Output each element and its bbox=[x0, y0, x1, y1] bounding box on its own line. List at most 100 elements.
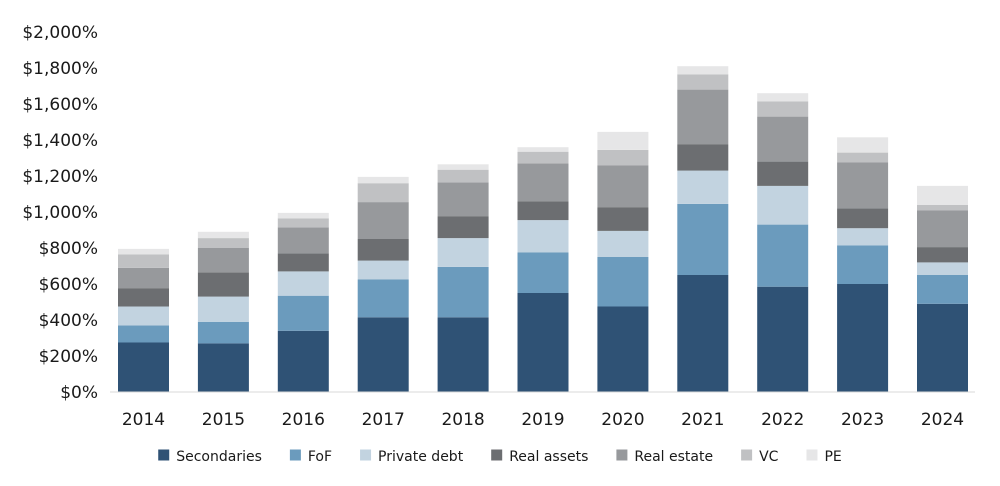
bar-segment-real-estate bbox=[597, 165, 649, 208]
legend-label: VC bbox=[759, 449, 779, 465]
bar-segment-private-debt bbox=[677, 170, 729, 204]
bar-segment-vc bbox=[597, 149, 649, 166]
bar-segment-vc bbox=[837, 152, 889, 163]
legend-label: Secondaries bbox=[176, 449, 262, 465]
bar-segment-real-estate bbox=[837, 162, 889, 209]
bar-segment-secondaries bbox=[118, 342, 169, 392]
y-axis: $0% $200% $400% $600% $800% $1,000% $1,200% $1,… bbox=[22, 23, 98, 403]
bar-segment-private-debt bbox=[118, 306, 169, 326]
bar-segment-real-estate bbox=[517, 163, 569, 202]
bar-segment-secondaries bbox=[677, 275, 729, 392]
bar-segment-real-assets bbox=[677, 144, 729, 171]
y-tick-label: $200% bbox=[39, 347, 98, 367]
bar-segment-vc bbox=[357, 183, 409, 203]
bar-segment-fof bbox=[197, 321, 249, 344]
bar-segment-private-debt bbox=[437, 238, 489, 267]
x-tick-label: 2014 bbox=[122, 410, 165, 430]
bar-segment-real-assets bbox=[917, 247, 968, 263]
bar-segment-pe bbox=[277, 212, 329, 219]
legend-swatch-pe bbox=[806, 449, 818, 461]
bar-segment-vc bbox=[118, 254, 169, 268]
bar-segment-pe bbox=[837, 137, 889, 153]
y-tick-label: $1,400% bbox=[22, 131, 98, 151]
legend-label: PE bbox=[824, 449, 841, 465]
bar-segment-private-debt bbox=[597, 230, 649, 257]
legend-swatch-vc bbox=[741, 449, 753, 461]
y-tick-label: $600% bbox=[39, 275, 98, 295]
legend-label: FoF bbox=[308, 449, 332, 465]
bar-segment-pe bbox=[197, 231, 249, 239]
bar-segment-secondaries bbox=[277, 330, 329, 392]
bar-segment-pe bbox=[357, 176, 409, 184]
bar-segment-real-assets bbox=[517, 201, 569, 221]
bar-segment-pe bbox=[597, 131, 649, 150]
legend-swatch-secondaries bbox=[158, 449, 170, 461]
bar-segment-vc bbox=[677, 74, 729, 90]
bar-segment-real-estate bbox=[197, 248, 249, 273]
x-tick-label: 2021 bbox=[681, 410, 724, 430]
x-tick-label: 2023 bbox=[841, 410, 884, 430]
bar-segment-real-estate bbox=[357, 202, 409, 239]
bar-segment-real-assets bbox=[437, 216, 489, 239]
bar-segment-fof bbox=[597, 257, 649, 307]
x-axis: 2014 2015 2016 2017 2018 2019 2020 2021 2022 2023… bbox=[122, 410, 964, 430]
bar-segment-real-assets bbox=[837, 208, 889, 229]
bar-segment-secondaries bbox=[837, 284, 889, 392]
bar-segment-fof bbox=[517, 252, 569, 293]
bar-segment-pe bbox=[118, 248, 169, 255]
bar-segment-pe bbox=[757, 93, 809, 102]
bar-segment-secondaries bbox=[357, 317, 409, 392]
bar-segment-vc bbox=[277, 218, 329, 228]
bar-segment-pe bbox=[917, 185, 968, 205]
bar-segment-real-assets bbox=[197, 272, 249, 297]
y-tick-label: $1,200% bbox=[22, 167, 98, 187]
x-tick-label: 2017 bbox=[362, 410, 405, 430]
bar-segment-secondaries bbox=[757, 286, 809, 392]
bar-segment-real-estate bbox=[118, 267, 169, 289]
bar-stacks bbox=[118, 66, 968, 392]
y-tick-label: $1,800% bbox=[22, 59, 98, 79]
bar-segment-private-debt bbox=[517, 220, 569, 253]
x-tick-label: 2020 bbox=[601, 410, 644, 430]
x-tick-label: 2018 bbox=[441, 410, 484, 430]
legend-swatch-real-assets bbox=[491, 449, 503, 461]
legend: Secondaries FoF Private debt Real assets Rea… bbox=[158, 449, 842, 465]
y-tick-label: $1,000% bbox=[22, 203, 98, 223]
x-tick-label: 2015 bbox=[202, 410, 245, 430]
bar-segment-fof bbox=[757, 224, 809, 287]
bar-segment-real-assets bbox=[597, 207, 649, 231]
bar-segment-fof bbox=[677, 203, 729, 275]
bar-segment-private-debt bbox=[757, 185, 809, 225]
y-tick-label: $400% bbox=[39, 311, 98, 331]
bar-segment-fof bbox=[357, 279, 409, 318]
bar-segment-real-assets bbox=[277, 253, 329, 272]
legend-swatch-fof bbox=[289, 449, 301, 461]
x-tick-label: 2019 bbox=[521, 410, 564, 430]
bar-segment-real-estate bbox=[277, 227, 329, 254]
bar-segment-real-assets bbox=[118, 288, 169, 307]
bar-segment-fof bbox=[437, 266, 489, 318]
bar-segment-secondaries bbox=[437, 317, 489, 392]
bar-segment-pe bbox=[677, 66, 729, 75]
legend-label: Real assets bbox=[509, 449, 588, 465]
legend-swatch-real-estate bbox=[616, 449, 628, 461]
y-tick-label: $1,600% bbox=[22, 95, 98, 115]
bar-segment-real-assets bbox=[357, 239, 409, 261]
x-tick-label: 2022 bbox=[761, 410, 804, 430]
y-tick-label: $800% bbox=[39, 239, 98, 259]
y-tick-label: $0% bbox=[60, 383, 98, 403]
bar-segment-vc bbox=[197, 238, 249, 248]
bar-segment-real-estate bbox=[757, 116, 809, 162]
bar-segment-real-assets bbox=[757, 161, 809, 186]
bar-segment-private-debt bbox=[197, 296, 249, 322]
bar-segment-fof bbox=[837, 245, 889, 284]
legend-label: Real estate bbox=[634, 449, 713, 465]
x-tick-label: 2016 bbox=[282, 410, 325, 430]
y-tick-label: $2,000% bbox=[22, 23, 98, 43]
bar-segment-private-debt bbox=[837, 228, 889, 246]
bar-segment-fof bbox=[118, 325, 169, 343]
bar-segment-vc bbox=[517, 151, 569, 164]
bar-segment-vc bbox=[917, 204, 968, 211]
bar-segment-private-debt bbox=[277, 271, 329, 296]
